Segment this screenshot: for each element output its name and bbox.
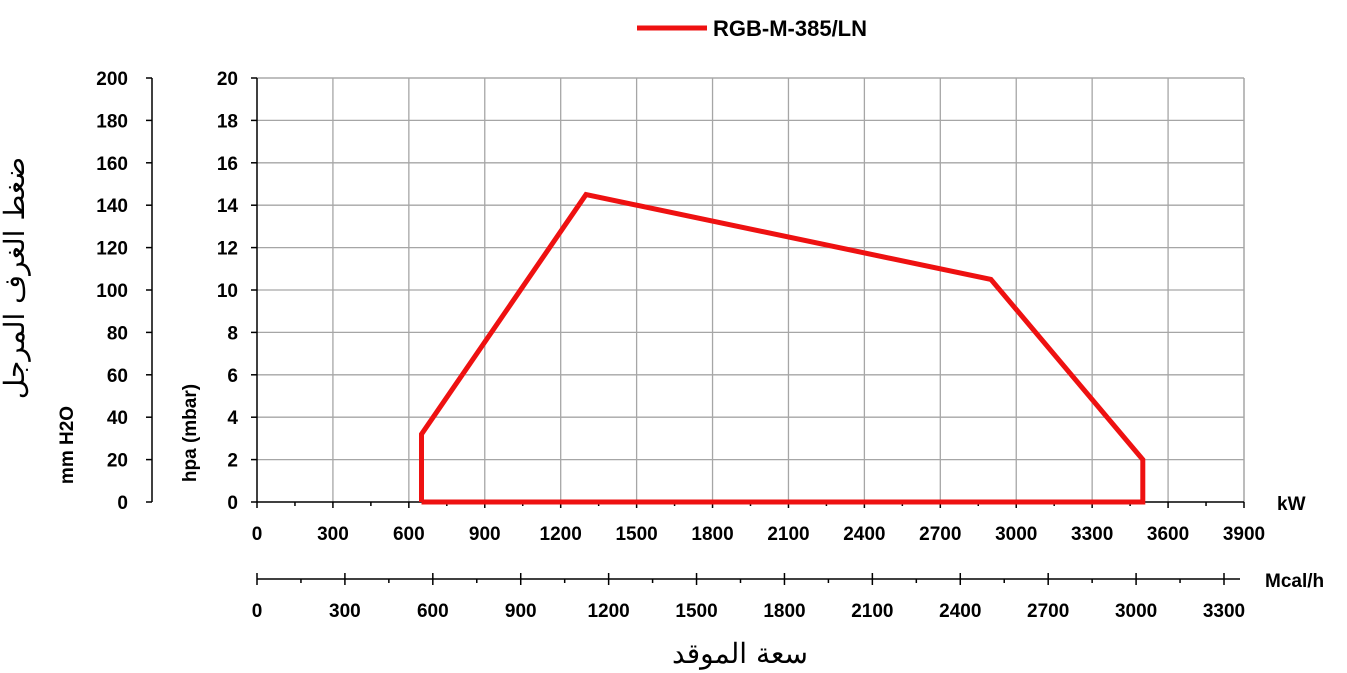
kw-tick-label: 3900 xyxy=(1223,524,1265,545)
kw-unit-label: kW xyxy=(1277,494,1306,515)
hpa-tick-label: 8 xyxy=(227,323,238,344)
mm-tick-label: 100 xyxy=(96,281,128,302)
kw-tick-label: 1800 xyxy=(691,524,733,545)
hpa-tick-label: 4 xyxy=(227,408,238,429)
hpa-tick-label: 0 xyxy=(227,493,238,514)
mm-tick-label: 80 xyxy=(107,323,128,344)
kw-tick-label: 2700 xyxy=(919,524,961,545)
mcal-tick-label: 0 xyxy=(252,601,263,622)
hpa-tick-label: 12 xyxy=(217,239,238,260)
mcal-tick-label: 2100 xyxy=(851,601,893,622)
mm-tick-label: 140 xyxy=(96,196,128,217)
mcal-tick-label: 2700 xyxy=(1027,601,1069,622)
mcal-unit-label: Mcal/h xyxy=(1265,571,1324,592)
series xyxy=(419,191,1146,505)
x-axis-title: سعة الموقد xyxy=(672,637,808,670)
kw-tick-label: 600 xyxy=(393,524,425,545)
legend: RGB-M-385/LN xyxy=(637,16,867,41)
kw-tick-label: 1500 xyxy=(615,524,657,545)
mm-tick-label: 120 xyxy=(96,239,128,260)
mcal-tick-label: 2400 xyxy=(939,601,981,622)
mm-tick-label: 0 xyxy=(117,493,128,514)
hpa-tick-label: 14 xyxy=(217,196,239,217)
hpa-tick-label: 6 xyxy=(227,366,238,387)
hpa-tick-label: 10 xyxy=(217,281,238,302)
mm-tick-label: 200 xyxy=(96,69,128,90)
hpa-tick-label: 18 xyxy=(217,111,238,132)
mm-tick-label: 20 xyxy=(107,451,128,472)
mcal-tick-label: 300 xyxy=(329,601,361,622)
hpa-tick-label: 16 xyxy=(217,154,238,175)
y-axis-title: ضغط الغرف المرجل xyxy=(0,157,31,399)
mcal-tick-label: 900 xyxy=(505,601,537,622)
kw-tick-label: 3600 xyxy=(1147,524,1189,545)
y-axis-mm-label: mm H2O xyxy=(57,406,78,484)
mm-tick-label: 160 xyxy=(96,154,128,175)
kw-tick-label: 300 xyxy=(317,524,349,545)
mcal-tick-label: 1800 xyxy=(763,601,805,622)
kw-tick-label: 0 xyxy=(252,524,263,545)
mcal-tick-label: 600 xyxy=(417,601,449,622)
mm-tick-label: 60 xyxy=(107,366,128,387)
mcal-tick-label: 1200 xyxy=(587,601,629,622)
series-line xyxy=(419,191,1146,505)
mm-tick-label: 180 xyxy=(96,111,128,132)
kw-tick-label: 1200 xyxy=(540,524,582,545)
mcal-tick-label: 1500 xyxy=(675,601,717,622)
y-axis-hpa-label: hpa (mbar) xyxy=(180,384,201,482)
hpa-tick-label: 2 xyxy=(227,451,238,472)
kw-tick-label: 2100 xyxy=(767,524,809,545)
legend-label: RGB-M-385/LN xyxy=(713,16,867,41)
kw-tick-label: 3000 xyxy=(995,524,1037,545)
mcal-tick-label: 3300 xyxy=(1203,601,1245,622)
grid xyxy=(257,77,1245,502)
mm-tick-label: 40 xyxy=(107,408,128,429)
kw-tick-label: 2400 xyxy=(843,524,885,545)
mcal-tick-label: 3000 xyxy=(1115,601,1157,622)
hpa-tick-label: 20 xyxy=(217,69,238,90)
kw-tick-label: 900 xyxy=(469,524,501,545)
axes: 0 300 600 900 1200 1500 1800 2100 2400 2700 3000 33… xyxy=(96,69,1265,622)
kw-tick-label: 3300 xyxy=(1071,524,1113,545)
